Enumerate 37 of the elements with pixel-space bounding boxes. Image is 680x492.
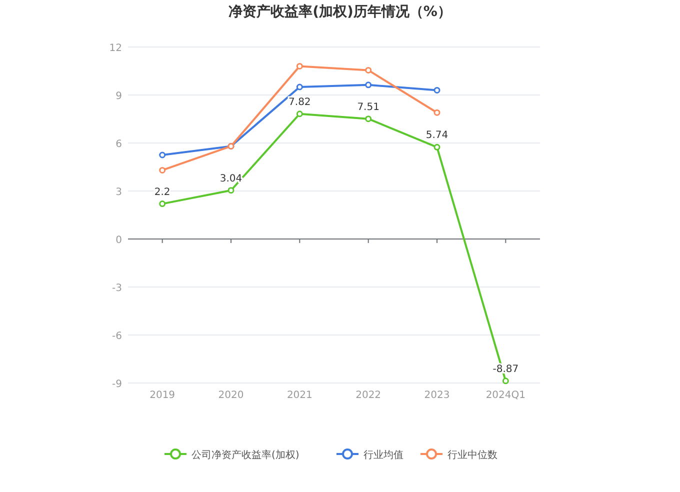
point: [159, 152, 166, 158]
legend-label: 行业中位数: [448, 449, 498, 461]
point: [365, 82, 372, 88]
point: [159, 166, 166, 174]
point: [296, 84, 303, 90]
point: [296, 62, 303, 70]
point: [434, 109, 440, 116]
x-tick-label: 2024Q1: [486, 390, 526, 401]
y-tick-label: -3: [112, 283, 122, 294]
x-tick-label: 2020: [218, 390, 244, 401]
point: [228, 187, 234, 194]
y-tick-label: -6: [112, 331, 122, 342]
data-label: 7.82: [288, 96, 311, 108]
point: [296, 110, 303, 118]
y-tick-label: 9: [116, 91, 122, 102]
data-label: 3.04: [220, 173, 242, 184]
x-tick-label: 2022: [356, 390, 382, 401]
y-tick-label: 0: [116, 235, 122, 246]
point: [434, 86, 440, 94]
point: [502, 378, 509, 384]
point: [365, 66, 372, 74]
legend-label: 行业均值: [364, 449, 404, 461]
data-label: 2.2: [154, 186, 170, 198]
y-tick-label: -9: [112, 379, 122, 390]
x-tick-label: 2023: [424, 390, 450, 401]
point: [434, 144, 440, 150]
x-tick-label: 2019: [150, 390, 176, 401]
legend-label: 公司净资产收益率(加权): [192, 449, 300, 461]
data-label: 5.74: [426, 130, 448, 142]
point: [365, 116, 372, 122]
data-label: 7.51: [357, 102, 380, 113]
y-tick-label: 6: [116, 139, 122, 150]
point: [159, 200, 166, 208]
chart-title: 净资产收益率(加权)历年情况（%）: [228, 3, 452, 20]
y-tick-label: 3: [116, 187, 122, 198]
x-tick-label: 2021: [286, 390, 312, 401]
y-tick-label: 12: [109, 43, 122, 54]
